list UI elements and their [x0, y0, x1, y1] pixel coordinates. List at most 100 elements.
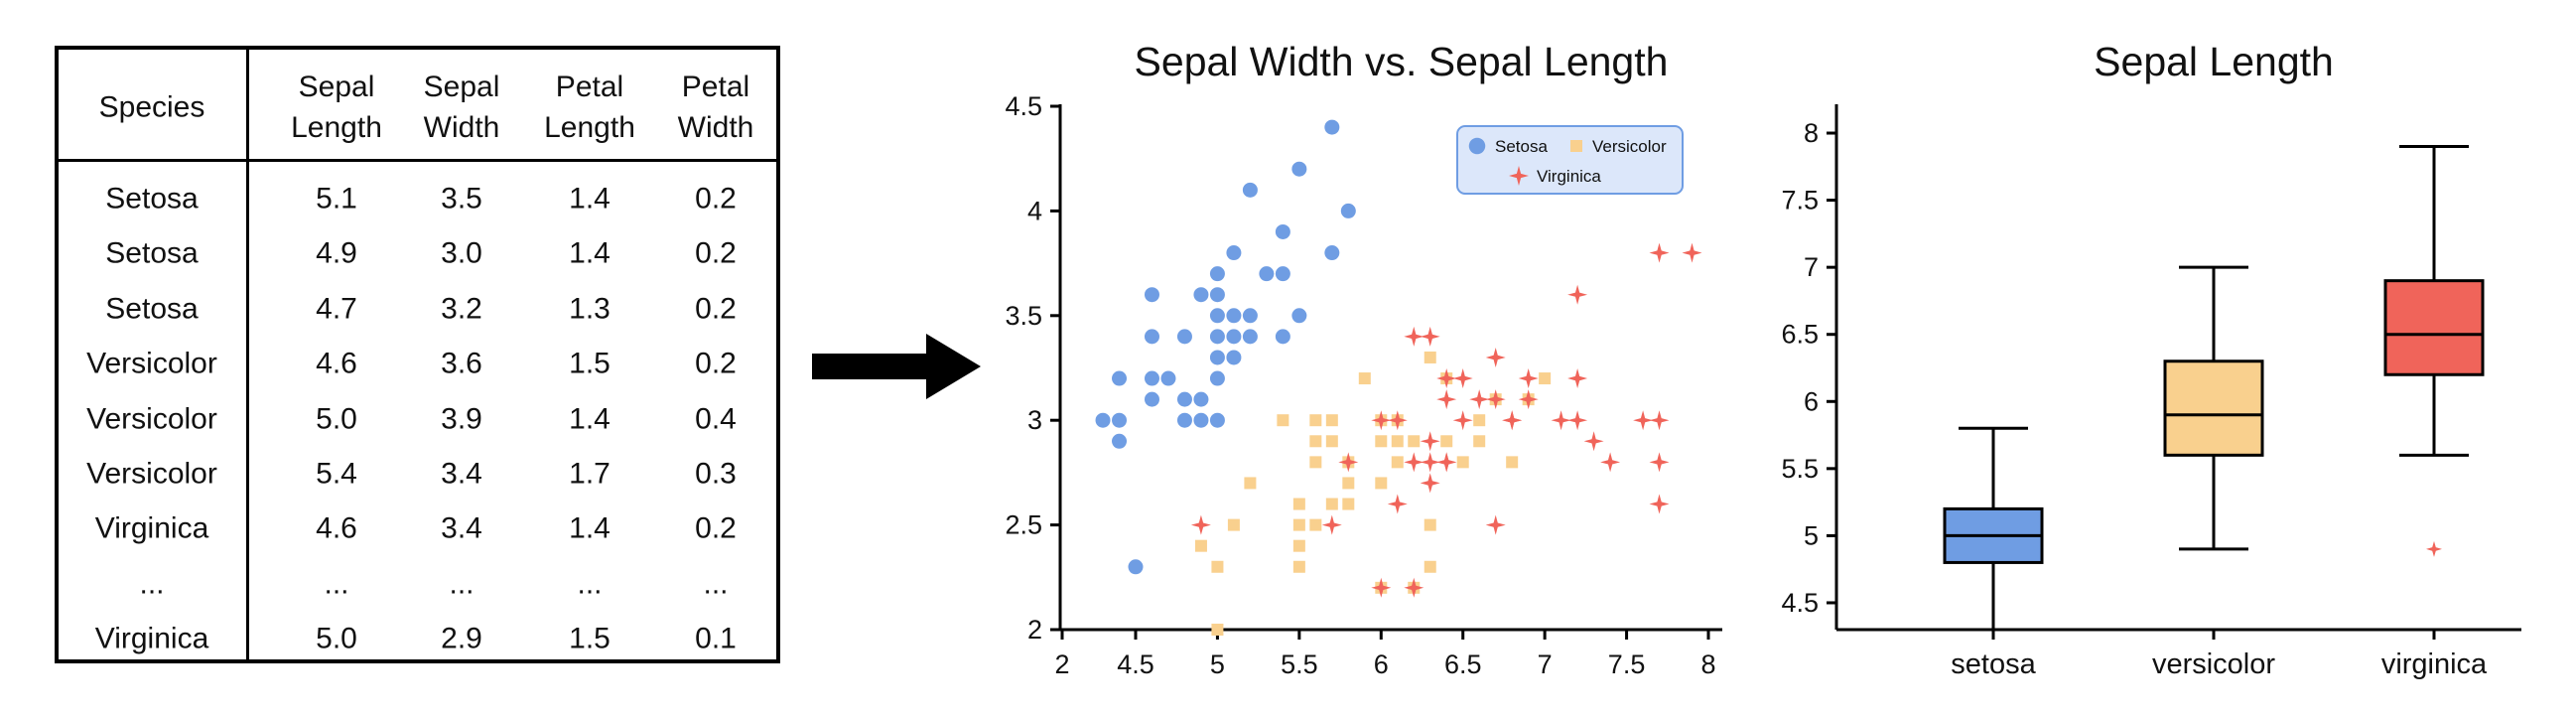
table-cell: 0.4 [695, 402, 737, 436]
data-point [1649, 410, 1670, 431]
y-tick-label: 4.5 [1781, 588, 1819, 618]
data-point [1649, 242, 1670, 263]
data-point [1275, 223, 1290, 239]
x-tick-label: 6 [1374, 649, 1389, 679]
series-virginica [1190, 242, 1702, 598]
table-cell: 3.4 [441, 457, 482, 491]
axes: 4.5 5 5.5 6 6.5 7 7.5 8 setosa versicolor virginic… [1781, 104, 2521, 680]
table-cell: ... [577, 567, 603, 601]
data-point [1338, 452, 1359, 473]
scatter-chart: Sepal Width vs. Sepal Length 2 4.5 5 5.5 6 6.5… [1005, 39, 1722, 679]
table-cell: ... [703, 567, 729, 601]
data-point [1291, 308, 1307, 324]
data-point [1408, 435, 1421, 448]
table-cell: 0.2 [695, 511, 737, 545]
table-cell: 0.2 [695, 292, 737, 326]
table-cell: 4.6 [316, 347, 357, 380]
data-point [1209, 266, 1225, 282]
table-cell: 4.6 [316, 511, 357, 545]
table-cell: Setosa [105, 182, 199, 216]
data-point [1095, 412, 1111, 428]
table-cell: 0.1 [695, 622, 737, 655]
data-point [1309, 414, 1322, 427]
y-tick-label: 3.5 [1005, 301, 1042, 331]
y-tick-label: 8 [1804, 118, 1819, 148]
data-point [1309, 435, 1322, 448]
data-point [1424, 518, 1436, 531]
data-point [1342, 498, 1355, 510]
table-cell: Setosa [105, 236, 199, 270]
data-point [1424, 351, 1436, 363]
data-point [1682, 242, 1702, 263]
data-point [1452, 368, 1473, 388]
box-versicolor [2163, 265, 2264, 551]
axes: 2 4.5 5 5.5 6 6.5 7 7.5 8 2 2.5 3 3.5 4 4.5 [1005, 91, 1722, 679]
x-tick-label: 4.5 [1117, 649, 1154, 679]
table-cell: Versicolor [86, 347, 217, 380]
x-tick-label: versicolor [2152, 648, 2275, 680]
data-point [1391, 435, 1404, 448]
data-point [1193, 287, 1209, 303]
data-point [1506, 456, 1519, 469]
data-point [1209, 350, 1225, 365]
data-point [1292, 518, 1305, 531]
data-point [1583, 431, 1604, 452]
chart-title: Sepal Width vs. Sepal Length [1135, 39, 1669, 84]
data-point [1404, 577, 1424, 598]
data-point [1518, 389, 1539, 410]
table-cell: Virginica [94, 511, 209, 545]
table-cell: 1.4 [569, 402, 610, 436]
data-point [1112, 412, 1128, 428]
data-point [1176, 412, 1192, 428]
legend-label: Setosa [1495, 137, 1548, 156]
chart-title: Sepal Length [2094, 39, 2334, 84]
data-point [1440, 435, 1453, 448]
table-header-cell: Species [98, 90, 205, 124]
data-point [1404, 326, 1424, 347]
data-point [1144, 329, 1159, 345]
x-tick-label: 8 [1700, 649, 1715, 679]
table-cell: 1.4 [569, 182, 610, 216]
data-point [1567, 368, 1588, 388]
data-point [1375, 477, 1388, 490]
data-point [1209, 287, 1225, 303]
series-setosa [1095, 119, 1356, 575]
data-point [1570, 140, 1582, 152]
data-point [1424, 560, 1436, 573]
table-cell: Virginica [94, 622, 209, 655]
data-point [1309, 456, 1322, 469]
table-header-cell: Petal Length [544, 71, 635, 144]
table-cell: 3.2 [441, 292, 482, 326]
x-tick-label: setosa [1951, 648, 2036, 680]
table-cell: 3.5 [441, 182, 482, 216]
data-point [1190, 514, 1211, 535]
data-point [1325, 498, 1338, 510]
table-column-divider [246, 50, 249, 659]
legend-label: Versicolor [1592, 137, 1667, 156]
data-point [1193, 391, 1209, 407]
data-point [1309, 518, 1322, 531]
table-cell: 5.1 [316, 182, 357, 216]
table-cell: 3.9 [441, 402, 482, 436]
data-point [1473, 435, 1486, 448]
table-cell: 5.0 [316, 622, 357, 655]
y-tick-label: 4.5 [1005, 91, 1042, 121]
table-cell: 1.4 [569, 236, 610, 270]
data-point [1420, 473, 1440, 494]
x-tick-label: virginica [2381, 648, 2488, 680]
x-tick-label: 7 [1538, 649, 1553, 679]
x-tick-label: 5.5 [1281, 649, 1318, 679]
table-cell: 0.2 [695, 236, 737, 270]
table-cell: 0.2 [695, 347, 737, 380]
data-point [1277, 414, 1289, 427]
table-cell: 3.0 [441, 236, 482, 270]
data-point [1226, 350, 1242, 365]
legend-label: Virginica [1537, 167, 1601, 186]
data-point [1112, 433, 1128, 449]
data-point [1160, 370, 1176, 386]
table-cell: Versicolor [86, 402, 217, 436]
data-point [1211, 560, 1224, 573]
table-cell: 4.7 [316, 292, 357, 326]
table-cell: 1.5 [569, 622, 610, 655]
data-point [1321, 514, 1342, 535]
